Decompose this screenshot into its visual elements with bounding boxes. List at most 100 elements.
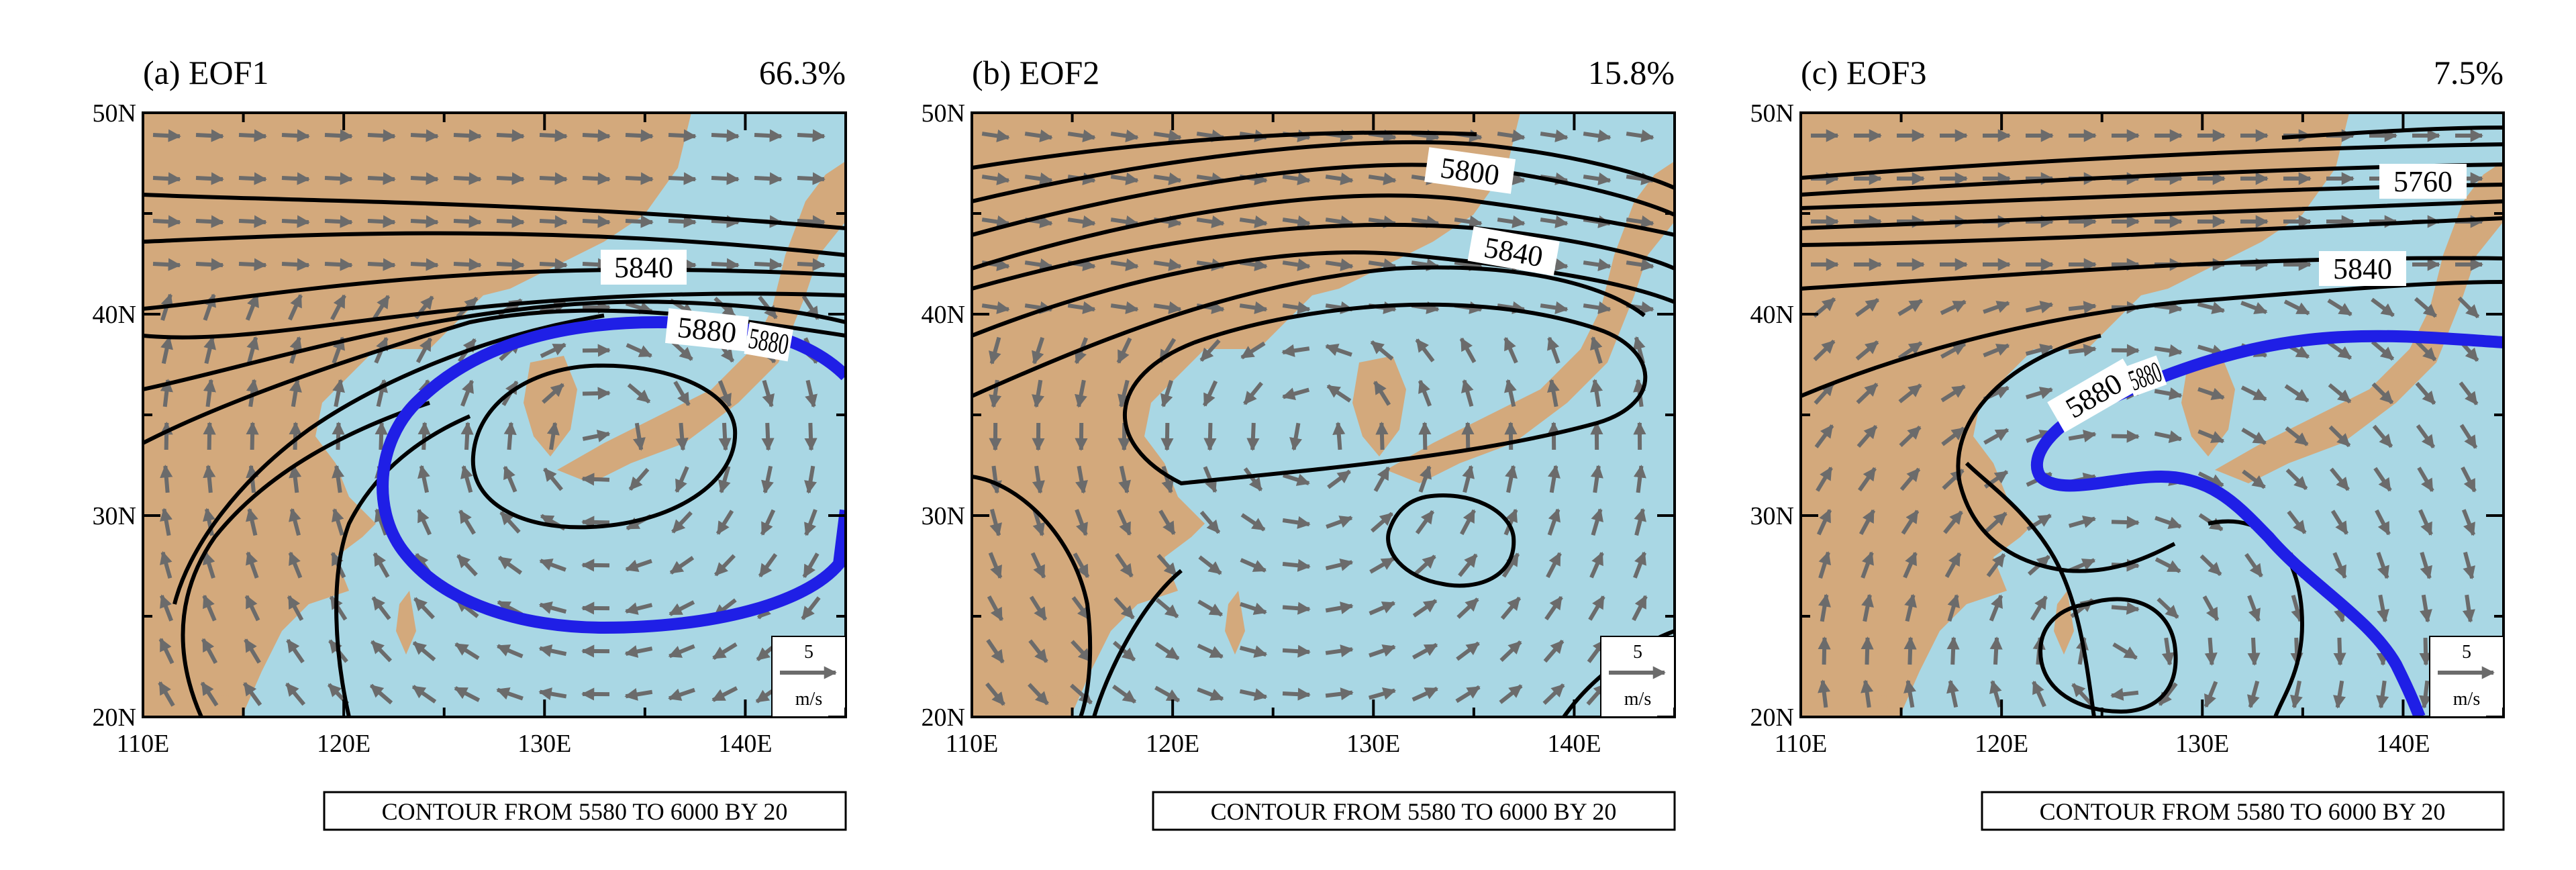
wind-arrow <box>1540 215 1569 228</box>
wind-arrow <box>1855 340 1879 361</box>
wind-arrow <box>2373 467 2392 492</box>
wind-arrow <box>1196 215 1225 228</box>
wind-arrow <box>624 645 653 658</box>
wind-arrow <box>2025 301 2054 313</box>
wind-arrow <box>324 215 353 228</box>
land-taiwan <box>2054 591 2074 655</box>
wind-arrow <box>761 422 775 451</box>
wind-arrow <box>1116 337 1132 364</box>
contour-label-text: 5800 <box>1438 151 1501 192</box>
wind-arrow <box>713 554 736 577</box>
wind-arrow <box>1112 684 1136 704</box>
wind-arrow <box>195 258 224 271</box>
contour-label-text: 5880 <box>676 311 738 350</box>
wind-arrow <box>1940 342 1967 359</box>
wind-arrow <box>1986 553 2006 577</box>
contour-label-3: 5880 <box>744 322 793 362</box>
wind-arrow <box>1947 593 1960 622</box>
wind-arrow <box>289 379 302 407</box>
wind-arrow <box>2463 551 2475 580</box>
wind-arrow <box>203 422 216 450</box>
wind-arrow <box>1375 422 1389 450</box>
wind-arrow <box>1861 551 1874 579</box>
contour-line <box>143 291 846 340</box>
wind-arrow <box>1368 172 1397 185</box>
wind-arrow <box>289 508 301 536</box>
contour-line <box>1801 199 2504 230</box>
wind-arrow <box>454 686 481 702</box>
wind-arrow <box>160 594 173 622</box>
wind-arrow <box>1075 509 1088 536</box>
wind-arrow <box>628 467 650 491</box>
wind-arrow <box>1240 341 1266 360</box>
wind-arrow <box>246 508 258 536</box>
panel-a: 5840 5880 5880 5 m/s (a) EOF1 66.3% 110E… <box>93 54 847 831</box>
wind-arrow <box>1588 595 1605 621</box>
wind-arrow <box>1032 509 1045 536</box>
wind-arrow <box>1032 379 1045 408</box>
wind-arrow <box>627 383 651 404</box>
wind-arrow <box>1282 516 1311 529</box>
wind-arrow <box>1547 379 1560 407</box>
wind-arrow <box>2154 344 2183 357</box>
wind-arrow <box>1856 382 1879 405</box>
wind-arrow <box>246 551 259 579</box>
wind-arrow <box>2154 430 2183 443</box>
wind-arrow <box>989 508 1002 537</box>
wind-arrow <box>1855 297 1879 318</box>
land-korea <box>1352 356 1406 456</box>
wind-arrow <box>1325 258 1354 271</box>
wind-arrow <box>238 215 267 228</box>
wind-arrow <box>761 465 774 494</box>
wind-arrow <box>1633 551 1646 579</box>
wind-arrow <box>410 258 439 271</box>
wind-arrow <box>582 344 611 357</box>
wind-arrow <box>1813 339 1836 362</box>
land-hainan <box>1030 695 1060 717</box>
wind-arrow <box>981 301 1010 314</box>
wind-arrow <box>1239 645 1268 658</box>
wind-arrow <box>1461 379 1474 407</box>
wind-arrow <box>1583 172 1612 185</box>
wind-arrow <box>195 129 224 142</box>
panel-c: 5760 5840 5880 5880 5 m/s (c) EOF3 7.5% … <box>1750 54 2505 831</box>
wind-arrow <box>412 640 436 662</box>
wind-arrow <box>1903 551 1918 579</box>
wind-arrow <box>542 383 564 404</box>
wind-arrow <box>2417 467 2434 492</box>
contour-label-text: 5840 <box>2333 252 2392 285</box>
wind-arrow <box>2328 383 2352 404</box>
wind-arrow <box>1075 379 1087 408</box>
wind-arrow <box>1989 594 2003 622</box>
wind-arrow <box>2068 516 2097 528</box>
wind-arrow <box>195 215 224 228</box>
wind-arrow <box>2419 680 2432 709</box>
wind-arrow <box>456 554 478 577</box>
wind-arrow <box>582 430 611 442</box>
wind-arrow <box>1547 336 1561 364</box>
wind-arrow <box>539 215 568 228</box>
wind-arrow <box>160 550 172 579</box>
wind-arrow <box>1818 551 1831 579</box>
wind-arrow <box>981 215 1010 228</box>
wind-arrow <box>160 508 172 536</box>
contour-5880-highlight <box>2031 330 2504 717</box>
wind-arrow <box>625 215 654 228</box>
wind-arrow <box>1239 688 1268 701</box>
wind-arrow <box>712 642 738 661</box>
wind-arrow <box>1983 343 2010 358</box>
wind-arrow <box>1989 679 2002 708</box>
wind-arrow <box>986 638 1005 664</box>
wind-arrow <box>1504 379 1517 407</box>
wind-arrow <box>417 465 430 493</box>
wind-arrow <box>413 597 435 620</box>
wind-arrow <box>1501 552 1520 578</box>
wind-arrow <box>675 466 689 493</box>
wind-arrow <box>281 215 310 228</box>
wind-arrow <box>1499 640 1522 662</box>
lat-tick-label: 40N <box>922 301 965 329</box>
wind-arrow <box>2333 680 2346 709</box>
wind-arrow <box>1110 258 1139 271</box>
wind-arrow <box>238 129 267 142</box>
wind-arrow <box>2025 344 2054 356</box>
